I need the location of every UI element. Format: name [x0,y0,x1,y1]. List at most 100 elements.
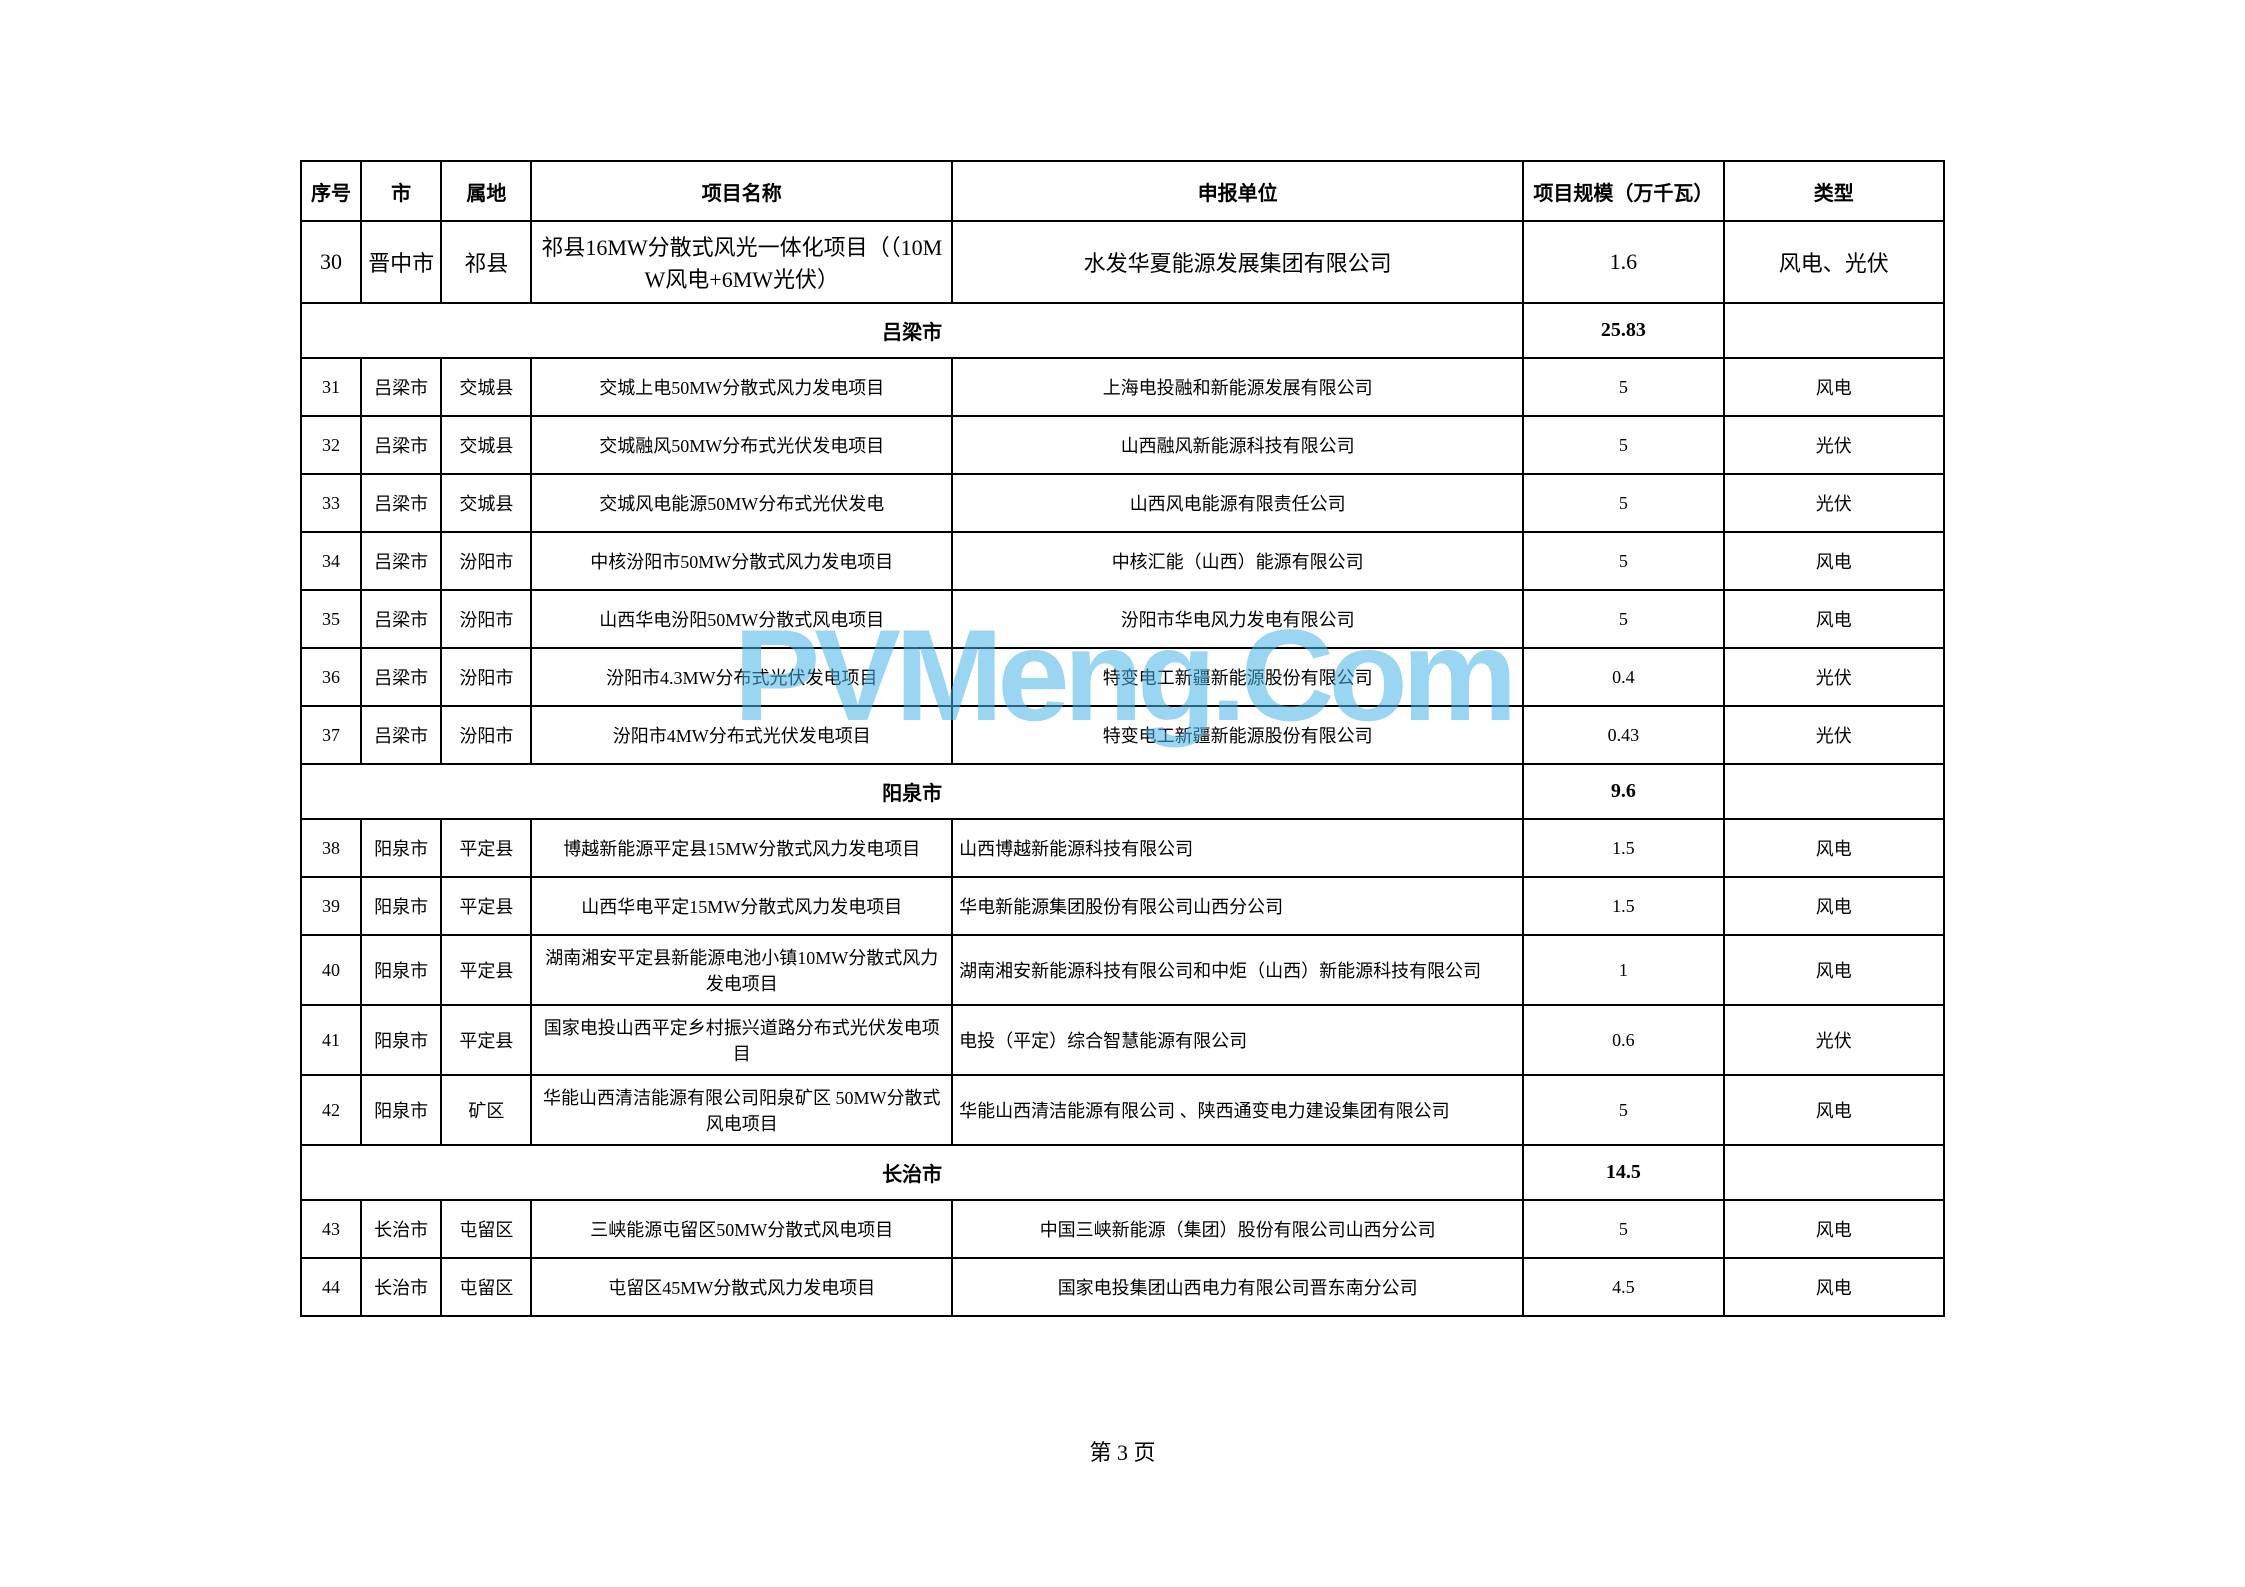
cell: 交城县 [441,474,531,532]
cell: 5 [1523,358,1723,416]
cell: 汾阳市4.3MW分布式光伏发电项目 [531,648,952,706]
cell: 交城县 [441,358,531,416]
table-row: 30晋中市祁县祁县16MW分散式风光一体化项目（（10MW风电+6MW光伏）水发… [301,221,1944,303]
cell: 风电 [1724,1258,1944,1316]
cell: 交城上电50MW分散式风力发电项目 [531,358,952,416]
cell: 屯留区45MW分散式风力发电项目 [531,1258,952,1316]
cell: 光伏 [1724,706,1944,764]
cell: 5 [1523,1075,1723,1145]
cell: 长治市 [361,1258,441,1316]
cell: 38 [301,819,361,877]
cell: 吕梁市 [361,532,441,590]
cell: 山西华电汾阳50MW分散式风电项目 [531,590,952,648]
cell: 矿区 [441,1075,531,1145]
cell: 5 [1523,1200,1723,1258]
cell: 风电 [1724,1075,1944,1145]
cell: 43 [301,1200,361,1258]
cell: 36 [301,648,361,706]
cell: 31 [301,358,361,416]
table-body: 30晋中市祁县祁县16MW分散式风光一体化项目（（10MW风电+6MW光伏）水发… [301,221,1944,1316]
cell: 风电 [1724,1200,1944,1258]
cell: 39 [301,877,361,935]
cell: 汾阳市 [441,532,531,590]
cell: 1.5 [1523,819,1723,877]
cell: 吕梁市 [361,648,441,706]
cell: 光伏 [1724,1005,1944,1075]
cell: 博越新能源平定县15MW分散式风力发电项目 [531,819,952,877]
table-row: 36吕梁市汾阳市汾阳市4.3MW分布式光伏发电项目特变电工新疆新能源股份有限公司… [301,648,1944,706]
cell: 阳泉市 [361,1005,441,1075]
table-row: 31吕梁市交城县交城上电50MW分散式风力发电项目上海电投融和新能源发展有限公司… [301,358,1944,416]
section-type-empty [1724,1145,1944,1200]
section-name: 阳泉市 [301,764,1523,819]
cell: 国家电投山西平定乡村振兴道路分布式光伏发电项目 [531,1005,952,1075]
cell: 阳泉市 [361,1075,441,1145]
table-header: 序号 市 属地 项目名称 申报单位 项目规模（万千瓦） 类型 [301,161,1944,221]
cell: 风电 [1724,590,1944,648]
cell: 风电、光伏 [1724,221,1944,303]
cell: 40 [301,935,361,1005]
cell: 国家电投集团山西电力有限公司晋东南分公司 [952,1258,1523,1316]
cell: 华电新能源集团股份有限公司山西分公司 [952,877,1523,935]
cell: 水发华夏能源发展集团有限公司 [952,221,1523,303]
cell: 吕梁市 [361,358,441,416]
cell: 阳泉市 [361,877,441,935]
cell: 5 [1523,590,1723,648]
th-type: 类型 [1724,161,1944,221]
cell: 风电 [1724,935,1944,1005]
cell: 中国三峡新能源（集团）股份有限公司山西分公司 [952,1200,1523,1258]
cell: 44 [301,1258,361,1316]
table-row: 吕梁市25.83 [301,303,1944,358]
cell: 光伏 [1724,474,1944,532]
cell: 湖南湘安平定县新能源电池小镇10MW分散式风力发电项目 [531,935,952,1005]
th-scale: 项目规模（万千瓦） [1523,161,1723,221]
cell: 光伏 [1724,416,1944,474]
cell: 电投（平定）综合智慧能源有限公司 [952,1005,1523,1075]
th-city: 市 [361,161,441,221]
table-row: 32吕梁市交城县交城融风50MW分布式光伏发电项目山西融风新能源科技有限公司5光… [301,416,1944,474]
table-row: 34吕梁市汾阳市中核汾阳市50MW分散式风力发电项目中核汇能（山西）能源有限公司… [301,532,1944,590]
section-scale: 9.6 [1523,764,1723,819]
cell: 华能山西清洁能源有限公司 、陕西通变电力建设集团有限公司 [952,1075,1523,1145]
table-row: 35吕梁市汾阳市山西华电汾阳50MW分散式风电项目汾阳市华电风力发电有限公司5风… [301,590,1944,648]
cell: 风电 [1724,358,1944,416]
page-number: 第 3 页 [0,1435,2245,1467]
cell: 山西华电平定15MW分散式风力发电项目 [531,877,952,935]
cell: 吕梁市 [361,474,441,532]
cell: 三峡能源屯留区50MW分散式风电项目 [531,1200,952,1258]
cell: 屯留区 [441,1258,531,1316]
cell: 33 [301,474,361,532]
cell: 0.6 [1523,1005,1723,1075]
cell: 42 [301,1075,361,1145]
cell: 汾阳市华电风力发电有限公司 [952,590,1523,648]
table-row: 长治市14.5 [301,1145,1944,1200]
cell: 平定县 [441,819,531,877]
cell: 屯留区 [441,1200,531,1258]
cell: 平定县 [441,935,531,1005]
table-row: 阳泉市9.6 [301,764,1944,819]
cell: 5 [1523,474,1723,532]
section-type-empty [1724,764,1944,819]
cell: 湖南湘安新能源科技有限公司和中炬（山西）新能源科技有限公司 [952,935,1523,1005]
cell: 光伏 [1724,648,1944,706]
cell: 34 [301,532,361,590]
cell: 交城融风50MW分布式光伏发电项目 [531,416,952,474]
table-row: 44长治市屯留区屯留区45MW分散式风力发电项目国家电投集团山西电力有限公司晋东… [301,1258,1944,1316]
cell: 平定县 [441,877,531,935]
cell: 汾阳市4MW分布式光伏发电项目 [531,706,952,764]
cell: 阳泉市 [361,935,441,1005]
cell: 0.43 [1523,706,1723,764]
cell: 5 [1523,532,1723,590]
table-row: 38阳泉市平定县博越新能源平定县15MW分散式风力发电项目山西博越新能源科技有限… [301,819,1944,877]
cell: 中核汇能（山西）能源有限公司 [952,532,1523,590]
table-row: 39阳泉市平定县山西华电平定15MW分散式风力发电项目华电新能源集团股份有限公司… [301,877,1944,935]
table-row: 43长治市屯留区三峡能源屯留区50MW分散式风电项目中国三峡新能源（集团）股份有… [301,1200,1944,1258]
cell: 平定县 [441,1005,531,1075]
section-name: 长治市 [301,1145,1523,1200]
cell: 交城县 [441,416,531,474]
cell: 交城风电能源50MW分布式光伏发电 [531,474,952,532]
cell: 阳泉市 [361,819,441,877]
th-num: 序号 [301,161,361,221]
cell: 晋中市 [361,221,441,303]
cell: 汾阳市 [441,706,531,764]
